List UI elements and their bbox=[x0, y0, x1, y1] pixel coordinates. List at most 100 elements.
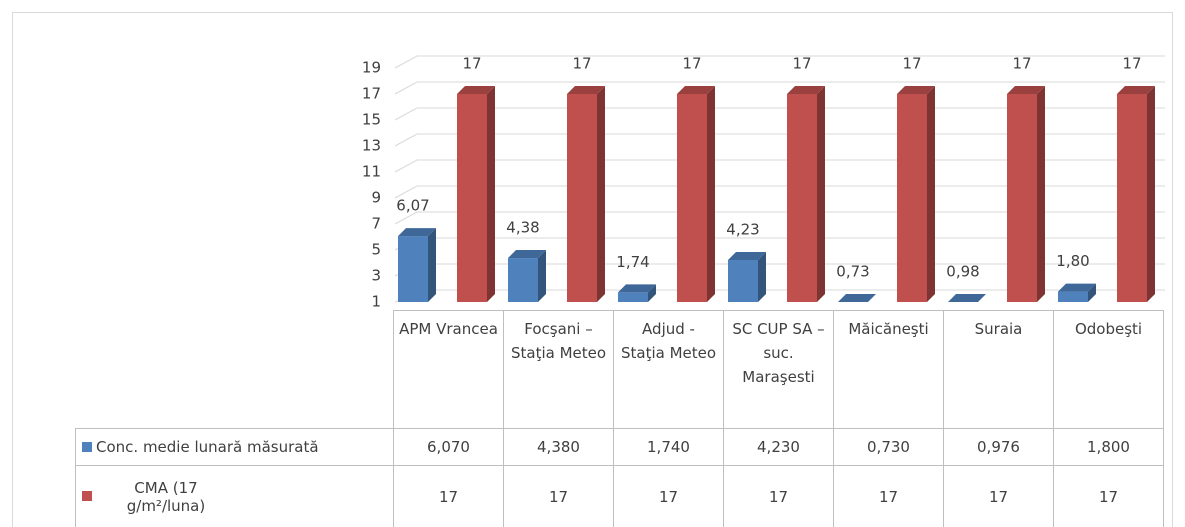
data-label: 1,74 bbox=[616, 253, 649, 271]
legend-cell: CMA (17 g/m²/luna) bbox=[75, 465, 394, 527]
bar-top bbox=[838, 294, 876, 302]
data-label: 4,38 bbox=[506, 219, 539, 237]
data-label: 17 bbox=[462, 55, 481, 73]
bar bbox=[677, 86, 715, 302]
bar bbox=[567, 86, 605, 302]
bar bbox=[728, 252, 766, 302]
legend-label: Conc. medie lunară măsurată bbox=[96, 438, 319, 457]
bar-front bbox=[457, 94, 487, 302]
data-label: 0,98 bbox=[946, 263, 979, 281]
bar-top bbox=[567, 86, 605, 94]
legend-swatch bbox=[82, 491, 92, 501]
bar-side bbox=[538, 250, 546, 302]
bar-front bbox=[1058, 291, 1088, 302]
bar bbox=[618, 284, 656, 302]
bar-side bbox=[487, 86, 495, 302]
x-tick-label: APM Vrancea bbox=[393, 310, 504, 429]
bar bbox=[508, 250, 546, 302]
x-tick-label: Focşani – Staţia Meteo bbox=[503, 310, 614, 429]
bar bbox=[1007, 86, 1045, 302]
bar bbox=[838, 294, 876, 302]
category-row: APM Vrancea Focşani – Staţia Meteo Adjud -… bbox=[76, 310, 1164, 429]
bar bbox=[1058, 283, 1096, 302]
bar bbox=[897, 86, 935, 302]
table-value: 17 bbox=[943, 465, 1054, 527]
bar-front bbox=[1007, 94, 1037, 302]
grid-line bbox=[394, 237, 1165, 251]
y-tick-label: 1 bbox=[371, 293, 381, 311]
bar-front bbox=[508, 258, 538, 302]
bar-side bbox=[707, 86, 715, 302]
bar-side bbox=[758, 252, 766, 302]
series-row: CMA (17 g/m²/luna) 17 17 17 17 17 17 17 bbox=[75, 465, 1164, 527]
bar-top bbox=[398, 228, 436, 237]
table-value: 0,730 bbox=[833, 428, 944, 466]
table-value: 17 bbox=[723, 465, 834, 527]
data-label: 1,80 bbox=[1056, 252, 1089, 270]
data-label: 0,73 bbox=[836, 263, 869, 281]
bar-front bbox=[398, 236, 428, 302]
bar-side bbox=[927, 86, 935, 302]
legend-swatch bbox=[82, 441, 92, 452]
bar-front bbox=[787, 94, 817, 302]
grid-line bbox=[394, 81, 1165, 95]
table-value: 1,800 bbox=[1053, 428, 1164, 466]
bar-top bbox=[1007, 86, 1045, 94]
bar-front bbox=[897, 94, 927, 302]
bar bbox=[398, 228, 436, 302]
table-value: 4,380 bbox=[503, 428, 614, 466]
y-tick-label: 17 bbox=[362, 85, 381, 103]
bar-top bbox=[457, 86, 495, 94]
bar-top bbox=[1058, 283, 1096, 292]
grid-line bbox=[394, 185, 1165, 199]
chart-frame bbox=[12, 12, 1173, 527]
data-label: 17 bbox=[902, 55, 921, 73]
bar-side bbox=[817, 86, 825, 302]
data-label: 17 bbox=[1122, 55, 1141, 73]
data-label: 6,07 bbox=[396, 197, 429, 215]
table-value: 17 bbox=[503, 465, 614, 527]
table-value: 17 bbox=[613, 465, 724, 527]
bar-top bbox=[728, 252, 766, 261]
bar-front bbox=[728, 260, 758, 302]
bar bbox=[457, 86, 495, 302]
y-tick-label: 5 bbox=[371, 241, 381, 259]
bar-side bbox=[648, 284, 656, 302]
bar-side bbox=[428, 228, 436, 302]
grid-line bbox=[394, 159, 1165, 173]
bar-top bbox=[787, 86, 825, 94]
series-row: Conc. medie lunară măsurată 6,070 4,380 1,7… bbox=[75, 428, 1164, 466]
data-label: 17 bbox=[1012, 55, 1031, 73]
table-value: 17 bbox=[833, 465, 944, 527]
bar-top bbox=[948, 294, 986, 302]
y-tick-label: 19 bbox=[362, 59, 381, 77]
data-label: 4,23 bbox=[726, 221, 759, 239]
corner-cell bbox=[76, 311, 394, 429]
bar-top bbox=[618, 284, 656, 293]
bar-side bbox=[597, 86, 605, 302]
bar-side bbox=[1147, 86, 1155, 302]
x-tick-label: Suraia bbox=[943, 310, 1054, 429]
bar-top bbox=[508, 250, 546, 259]
y-tick-label: 11 bbox=[362, 163, 381, 181]
table-value: 1,740 bbox=[613, 428, 724, 466]
legend-label: CMA (17 g/m²/luna) bbox=[126, 478, 206, 515]
table-value: 4,230 bbox=[723, 428, 834, 466]
y-tick-label: 15 bbox=[362, 111, 381, 129]
bar-side bbox=[1088, 283, 1096, 302]
y-tick-label: 9 bbox=[371, 189, 381, 207]
bar-front bbox=[677, 94, 707, 302]
bar bbox=[948, 294, 986, 302]
bar-top bbox=[897, 86, 935, 94]
bar-top bbox=[1117, 86, 1155, 94]
x-tick-label: Odobeşti bbox=[1053, 310, 1164, 429]
data-label: 17 bbox=[792, 55, 811, 73]
table-value: 6,070 bbox=[393, 428, 504, 466]
table-value: 17 bbox=[393, 465, 504, 527]
bar-front bbox=[618, 292, 648, 302]
bar bbox=[787, 86, 825, 302]
bar-top bbox=[677, 86, 715, 94]
x-tick-label: Măicăneşti bbox=[833, 310, 944, 429]
grid-line bbox=[394, 55, 1165, 69]
